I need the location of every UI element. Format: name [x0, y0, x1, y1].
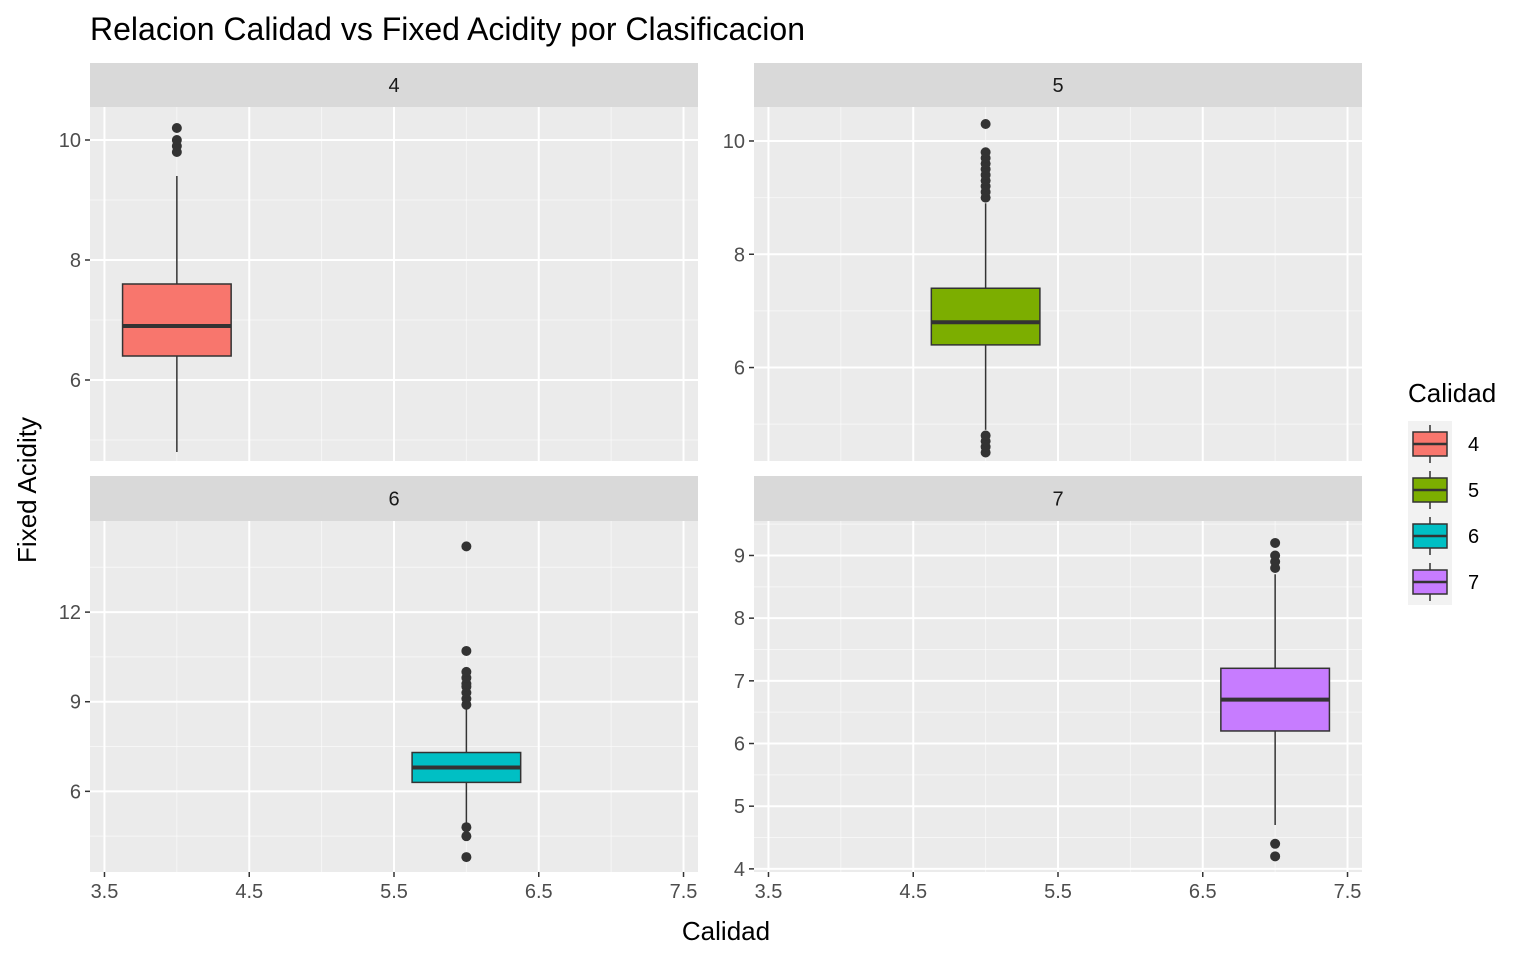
outlier-point — [1270, 838, 1281, 849]
box — [121, 283, 232, 357]
facet-strip-label: 4 — [388, 75, 399, 97]
facet-strip-label: 5 — [1052, 75, 1063, 97]
y-axis-label: Fixed Acidity — [12, 417, 42, 563]
outlier-point — [1270, 537, 1281, 548]
y-tick-label: 6 — [734, 358, 745, 380]
legend-key-7: 7 — [1408, 559, 1479, 605]
outlier-point — [461, 541, 472, 552]
y-tick-label: 6 — [70, 370, 81, 392]
legend: Calidad 4 5 6 7 — [1408, 378, 1496, 605]
outlier-point — [980, 147, 991, 158]
facet-strip-label: 6 — [388, 489, 399, 511]
legend-keys: 4 5 6 7 — [1408, 421, 1479, 605]
facet-panel-6: 6 6 9 12 3.5 4.5 5.5 6.5 7.5 — [59, 476, 698, 903]
outlier-point — [1270, 550, 1281, 561]
legend-key-6: 6 — [1408, 513, 1479, 559]
legend-label: 4 — [1468, 434, 1479, 456]
x-tick-label: 7.5 — [670, 881, 698, 903]
outlier-point — [171, 135, 182, 145]
y-tick-label: 9 — [70, 692, 81, 714]
y-tick-label: 8 — [70, 250, 81, 272]
x-tick-label: 5.5 — [380, 881, 408, 903]
y-tick-label: 6 — [734, 734, 745, 756]
outlier-point — [461, 666, 472, 677]
facet-panels: 4 6 8 10 5 6 8 10 6 6 9 12 3.5 4.5 5.5 6.5 7.5 7 4 5 6 7 8 9 3.5… — [59, 63, 1362, 903]
y-tick-label: 4 — [734, 859, 745, 881]
legend-key-5: 5 — [1408, 467, 1479, 513]
facet-panel-5: 5 6 8 10 — [723, 63, 1362, 461]
box — [930, 287, 1041, 346]
legend-key-4: 4 — [1408, 421, 1479, 467]
facet-strip-label: 7 — [1052, 489, 1063, 511]
x-tick-label: 3.5 — [755, 881, 783, 903]
x-tick-label: 3.5 — [91, 881, 119, 903]
outlier-point — [461, 822, 472, 833]
facet-strip — [754, 476, 1362, 521]
y-tick-label: 6 — [70, 781, 81, 803]
x-tick-label: 6.5 — [1189, 881, 1217, 903]
y-tick-label: 8 — [734, 608, 745, 630]
y-tick-label: 9 — [734, 545, 745, 567]
facet-strip — [754, 63, 1362, 107]
x-tick-label: 6.5 — [525, 881, 553, 903]
legend-label: 6 — [1468, 526, 1479, 548]
outlier-point — [461, 852, 472, 863]
x-tick-label: 4.5 — [899, 881, 927, 903]
y-tick-label: 8 — [734, 244, 745, 266]
facet-strip — [90, 476, 698, 521]
chart-title: Relacion Calidad vs Fixed Acidity por Cl… — [90, 11, 805, 47]
facet-strip — [90, 63, 698, 107]
x-tick-label: 7.5 — [1334, 881, 1362, 903]
y-tick-label: 12 — [59, 602, 81, 624]
y-tick-label: 5 — [734, 796, 745, 818]
facet-panel-4: 4 6 8 10 — [59, 63, 698, 461]
outlier-point — [171, 123, 182, 133]
x-tick-label: 4.5 — [235, 881, 263, 903]
x-axis-label: Calidad — [682, 916, 770, 946]
y-tick-label: 10 — [59, 130, 81, 152]
outlier-point — [1270, 851, 1281, 862]
outlier-point — [980, 118, 991, 129]
legend-title: Calidad — [1408, 378, 1496, 408]
y-tick-label: 7 — [734, 671, 745, 693]
outlier-point — [461, 831, 472, 842]
facet-panel-7: 7 4 5 6 7 8 9 3.5 4.5 5.5 6.5 7.5 — [734, 476, 1362, 903]
legend-label: 7 — [1468, 572, 1479, 594]
outlier-point — [461, 645, 472, 656]
y-tick-label: 10 — [723, 131, 745, 153]
outlier-point — [980, 430, 991, 441]
x-tick-label: 5.5 — [1044, 881, 1072, 903]
legend-label: 5 — [1468, 480, 1479, 502]
